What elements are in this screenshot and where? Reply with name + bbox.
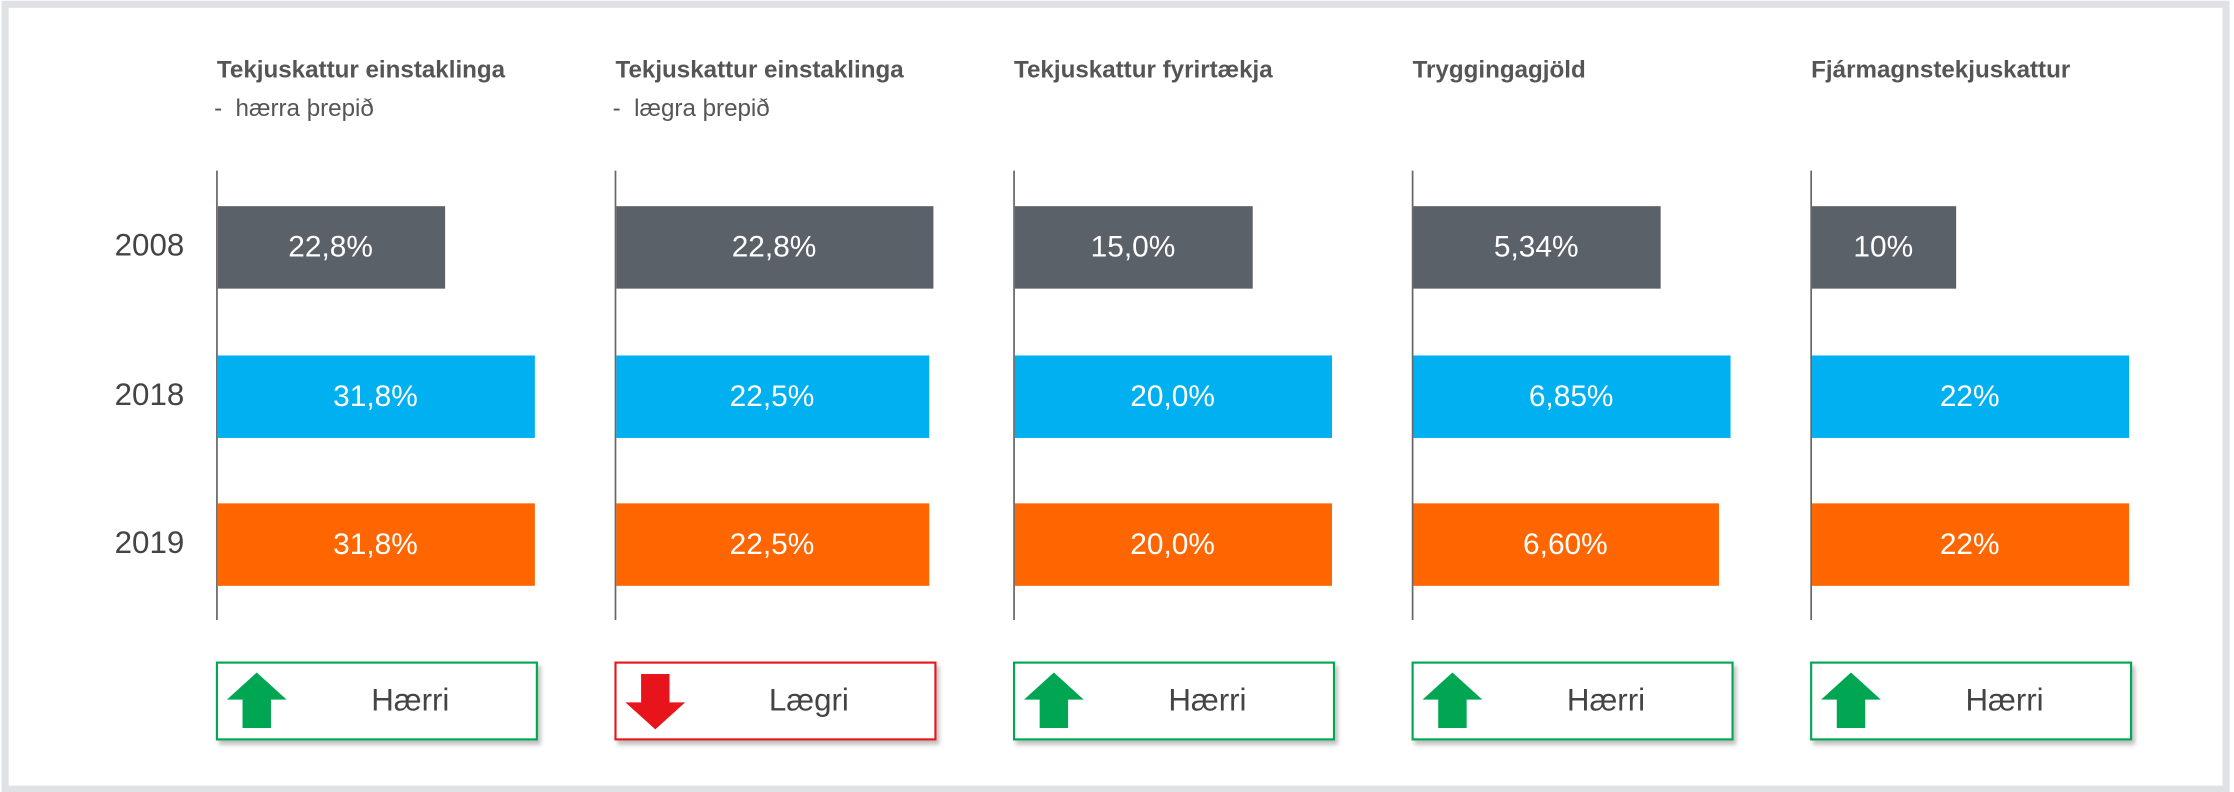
year-label: 2019 (115, 525, 185, 560)
year-label: 2008 (115, 228, 185, 263)
badge-label: Hærri (1567, 683, 1645, 718)
value-label: 31,8% (333, 528, 418, 561)
arrow-icon (1024, 672, 1084, 729)
bar (1014, 503, 1332, 586)
arrow-icon (1422, 672, 1483, 729)
arrow-icon (1821, 672, 1881, 729)
bar (1812, 503, 2130, 586)
value-label: 22% (1940, 528, 2000, 561)
panel-title: Tryggingagjöld (1413, 56, 1586, 83)
bar (1413, 206, 1661, 289)
value-label: 22,8% (732, 231, 817, 264)
year-label: 2018 (115, 377, 185, 412)
bar (1014, 355, 1332, 438)
panel-subtitle: - hærra þrepið (214, 95, 374, 122)
value-label: 20,0% (1130, 380, 1215, 413)
panel-title: Tekjuskattur fyrirtækja (1014, 56, 1273, 83)
arrow-icon (226, 672, 287, 729)
arrow-icon (625, 673, 686, 730)
bar (1812, 355, 2130, 438)
bar (1413, 503, 1719, 586)
value-label: 31,8% (333, 380, 418, 413)
bar (1014, 206, 1253, 289)
badge-label: Lægri (769, 683, 849, 718)
value-label: 22,5% (730, 380, 815, 413)
value-label: 6,85% (1529, 380, 1614, 413)
value-label: 5,34% (1494, 231, 1579, 264)
bar (1413, 355, 1731, 438)
value-label: 15,0% (1091, 231, 1176, 264)
bar (217, 206, 446, 289)
bar (217, 355, 535, 438)
value-label: 22% (1940, 380, 2000, 413)
bar (217, 503, 535, 586)
value-label: 6,60% (1523, 528, 1608, 561)
badge-label: Hærri (1965, 683, 2043, 718)
bar (616, 355, 930, 438)
value-label: 22,8% (288, 231, 373, 264)
badge-label: Hærri (371, 683, 449, 718)
value-label: 22,5% (730, 528, 815, 561)
panel-title: Tekjuskattur einstaklinga (217, 56, 506, 83)
bar (616, 503, 930, 586)
panel-title: Fjármagnstekjuskattur (1811, 56, 2071, 83)
panel-subtitle: - lægra þrepið (613, 95, 770, 122)
badge-label: Hærri (1168, 683, 1246, 718)
bar (1812, 206, 1957, 289)
bar (616, 206, 934, 289)
panel-title: Tekjuskattur einstaklinga (615, 56, 904, 83)
value-label: 20,0% (1130, 528, 1215, 561)
value-label: 10% (1853, 231, 1913, 264)
